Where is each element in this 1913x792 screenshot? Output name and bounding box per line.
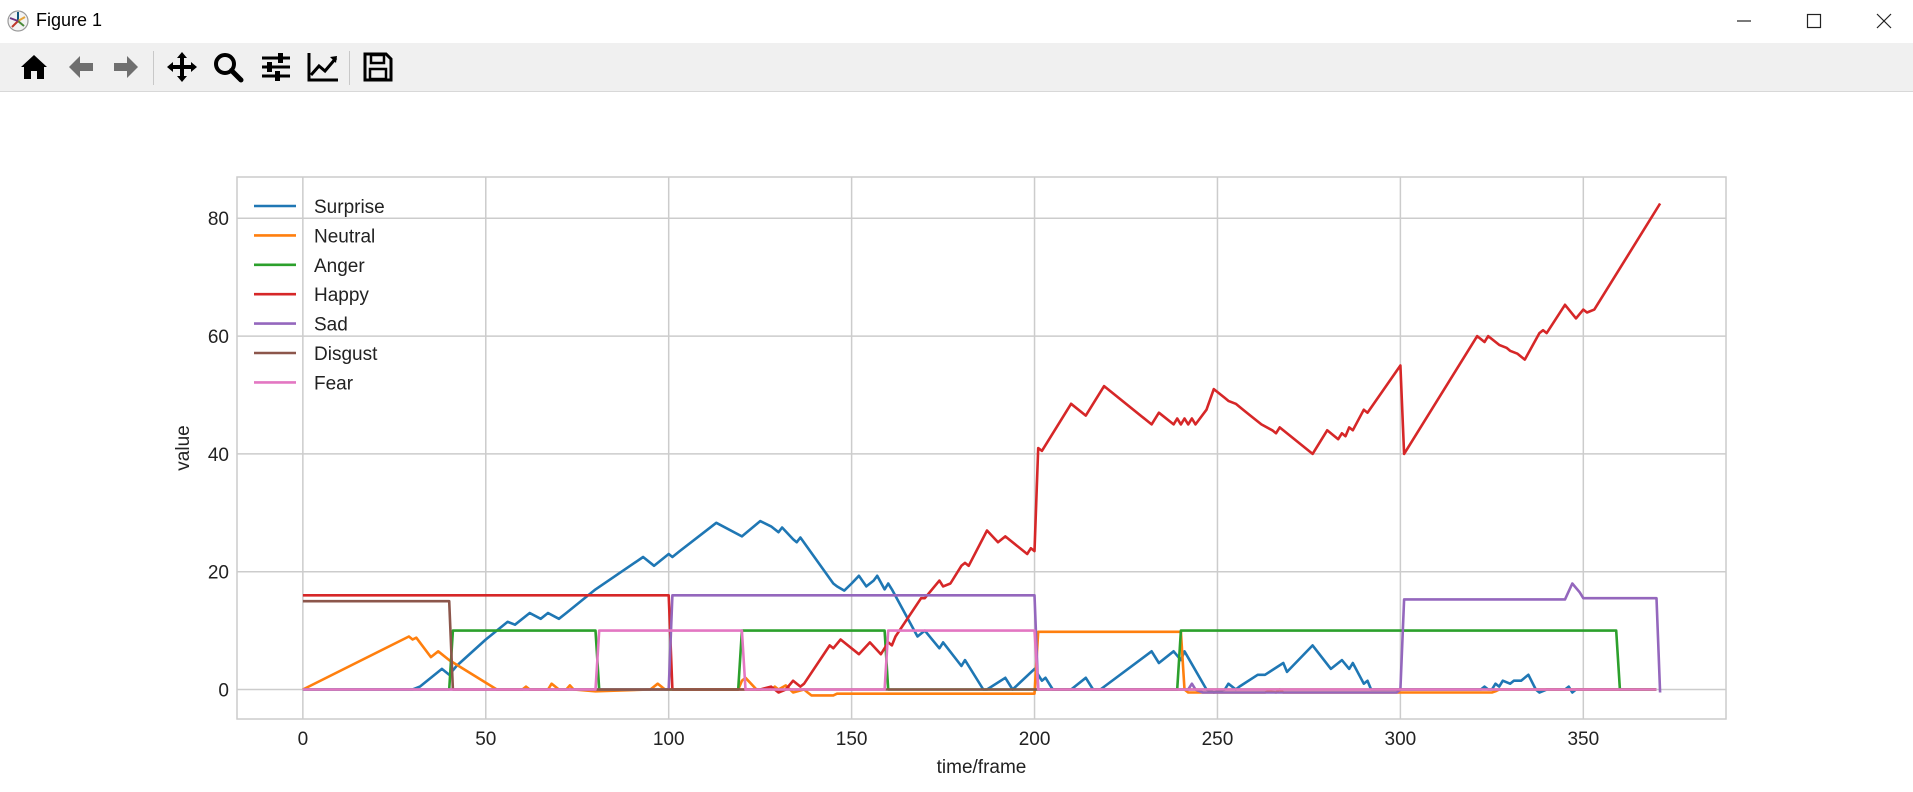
series-line-anger bbox=[302, 629, 1657, 691]
legend-label-anger: Anger bbox=[314, 256, 365, 277]
legend-label-fear: Fear bbox=[314, 373, 354, 394]
arrow-left-icon bbox=[69, 56, 93, 78]
x-axis-label: time/frame bbox=[937, 757, 1027, 778]
series-line-sad bbox=[302, 582, 1662, 694]
x-tick-label: 50 bbox=[475, 729, 496, 750]
legend: Surprise Neutral Anger Happy Sad Disgust Fear bbox=[254, 197, 385, 394]
home-icon bbox=[21, 55, 47, 79]
window-title: Figure 1 bbox=[36, 10, 103, 30]
close-icon bbox=[1876, 13, 1892, 29]
home-button[interactable] bbox=[14, 49, 54, 85]
maximize-button[interactable] bbox=[1779, 0, 1849, 42]
plot-lines bbox=[302, 202, 1662, 697]
maximize-icon bbox=[1806, 13, 1822, 29]
tick-labels: 0 50 100 150 200 250 300 350 0 20 40 60 80 bbox=[208, 209, 1599, 750]
arrow-right-icon bbox=[114, 56, 138, 78]
zoom-button[interactable] bbox=[208, 49, 248, 85]
forward-button[interactable] bbox=[106, 49, 146, 85]
y-tick-label: 0 bbox=[218, 681, 229, 702]
x-tick-label: 100 bbox=[653, 729, 685, 750]
sliders-icon bbox=[262, 53, 290, 81]
close-button[interactable] bbox=[1849, 0, 1913, 42]
series-line-fear bbox=[302, 629, 1657, 691]
x-tick-label: 0 bbox=[298, 729, 309, 750]
x-tick-label: 350 bbox=[1567, 729, 1599, 750]
legend-label-neutral: Neutral bbox=[314, 226, 375, 247]
configure-subplots-button[interactable] bbox=[256, 49, 296, 85]
y-axis-label: value bbox=[173, 425, 194, 470]
grid bbox=[237, 177, 1726, 719]
x-tick-label: 150 bbox=[836, 729, 868, 750]
legend-label-happy: Happy bbox=[314, 285, 369, 306]
toolbar-separator bbox=[153, 51, 154, 85]
legend-label-disgust: Disgust bbox=[314, 344, 378, 365]
axes-frame bbox=[236, 176, 1727, 720]
y-tick-label: 40 bbox=[208, 445, 229, 466]
legend-label-sad: Sad bbox=[314, 315, 348, 336]
x-tick-label: 300 bbox=[1385, 729, 1417, 750]
floppy-disk-icon bbox=[363, 52, 393, 82]
pan-button[interactable] bbox=[162, 49, 202, 85]
x-tick-label: 250 bbox=[1202, 729, 1234, 750]
navigation-toolbar bbox=[0, 43, 1913, 92]
save-button[interactable] bbox=[358, 49, 398, 85]
magnifier-icon bbox=[214, 53, 244, 83]
series-line-surprise bbox=[302, 519, 1657, 694]
legend-label-surprise: Surprise bbox=[314, 197, 385, 218]
minimize-icon bbox=[1737, 20, 1751, 22]
matplotlib-logo-icon bbox=[7, 10, 29, 32]
y-tick-label: 80 bbox=[208, 209, 229, 230]
x-tick-label: 200 bbox=[1019, 729, 1051, 750]
y-tick-label: 60 bbox=[208, 327, 229, 348]
back-button[interactable] bbox=[61, 49, 101, 85]
series-line-disgust bbox=[302, 599, 1657, 691]
title-bar: Figure 1 bbox=[0, 0, 1913, 42]
minimize-button[interactable] bbox=[1709, 0, 1779, 42]
series-line-happy bbox=[302, 202, 1662, 694]
edit-axes-button[interactable] bbox=[303, 49, 343, 85]
toolbar-separator bbox=[349, 51, 350, 85]
y-tick-label: 20 bbox=[208, 563, 229, 584]
move-icon bbox=[167, 52, 197, 82]
figure-canvas: 0 50 100 150 200 250 300 350 0 20 40 60 80 time/fram… bbox=[173, 176, 1727, 778]
line-chart-icon bbox=[307, 53, 338, 82]
